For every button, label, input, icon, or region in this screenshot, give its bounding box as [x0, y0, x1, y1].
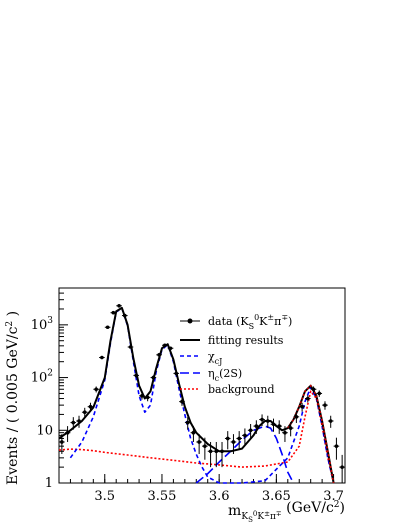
- data-point: [214, 449, 219, 454]
- data-point: [100, 355, 104, 360]
- data-point: [283, 430, 287, 435]
- data-point: [140, 394, 144, 398]
- data-point: [191, 430, 196, 435]
- data-point: [117, 303, 121, 308]
- data-point: [145, 395, 150, 400]
- data-point: [134, 373, 139, 378]
- x-tick-label: 3.7: [323, 489, 344, 504]
- data-point: [248, 428, 253, 433]
- legend: data (KS0K±π∓) fitting results χcJ ηc(2S…: [180, 313, 292, 396]
- legend-label-chicj: χcJ: [208, 350, 222, 366]
- data-point: [174, 371, 179, 376]
- data-point: [60, 440, 64, 444]
- data-point: [105, 325, 110, 330]
- x-tick-label: 3.6: [209, 489, 230, 504]
- series-line-dashed: [69, 307, 335, 484]
- data-point: [128, 345, 133, 349]
- y-tick-label: 102: [31, 369, 53, 386]
- series-line-dotted: [58, 390, 335, 484]
- data-point: [225, 436, 230, 441]
- data-point: [94, 387, 98, 392]
- data-point: [271, 422, 276, 427]
- data-point: [300, 404, 304, 409]
- x-axis-title: mKS0K±π∓ (GeV/c2): [228, 500, 345, 524]
- legend-label-background: background: [208, 383, 275, 396]
- y-axis-title: Events / ( 0.005 GeV/c2 ): [5, 311, 21, 485]
- data-point: [77, 419, 81, 423]
- data-point: [254, 424, 259, 428]
- data-point-layer: [59, 303, 345, 483]
- legend-label-etac: ηc(2S): [208, 367, 242, 383]
- data-point: [220, 449, 224, 454]
- data-point: [237, 436, 241, 441]
- data-point: [328, 419, 333, 423]
- data-point: [323, 403, 327, 407]
- background-peak-overlay: [287, 384, 335, 484]
- x-tick-label: 3.65: [262, 489, 291, 504]
- data-point: [243, 433, 247, 438]
- data-point: [185, 420, 190, 425]
- data-point: [151, 375, 156, 380]
- data-point: [82, 410, 87, 415]
- data-point: [88, 404, 93, 409]
- data-point: [288, 426, 293, 430]
- y-tick-label: 103: [31, 316, 54, 333]
- data-point: [260, 417, 264, 422]
- data-point: [277, 424, 282, 428]
- x-tick-label: 3.5: [94, 489, 115, 504]
- data-point: [311, 387, 316, 392]
- data-point: [231, 440, 236, 444]
- y-tick-label: 1: [45, 476, 53, 491]
- data-point: [157, 353, 161, 357]
- data-point: [163, 343, 167, 348]
- series-line-longdash: [195, 425, 295, 484]
- data-point: [317, 391, 322, 396]
- data-point: [294, 415, 299, 419]
- data-point: [203, 444, 207, 448]
- legend-label-fit: fitting results: [208, 334, 284, 347]
- legend-label-data: data (KS0K±π∓): [208, 313, 292, 331]
- data-point: [265, 419, 270, 423]
- data-point: [340, 465, 344, 469]
- data-point: [180, 399, 184, 404]
- data-point: [208, 449, 213, 454]
- x-tick-label: 3.55: [147, 489, 176, 504]
- data-point: [306, 396, 310, 401]
- data-point: [334, 444, 339, 448]
- data-point: [65, 430, 70, 435]
- data-point: [122, 313, 127, 318]
- curve-layer: [58, 306, 335, 484]
- data-point: [111, 310, 116, 315]
- y-tick-label: 10: [36, 423, 53, 438]
- data-point: [168, 346, 173, 351]
- data-point: [197, 440, 201, 444]
- data-point: [71, 420, 76, 425]
